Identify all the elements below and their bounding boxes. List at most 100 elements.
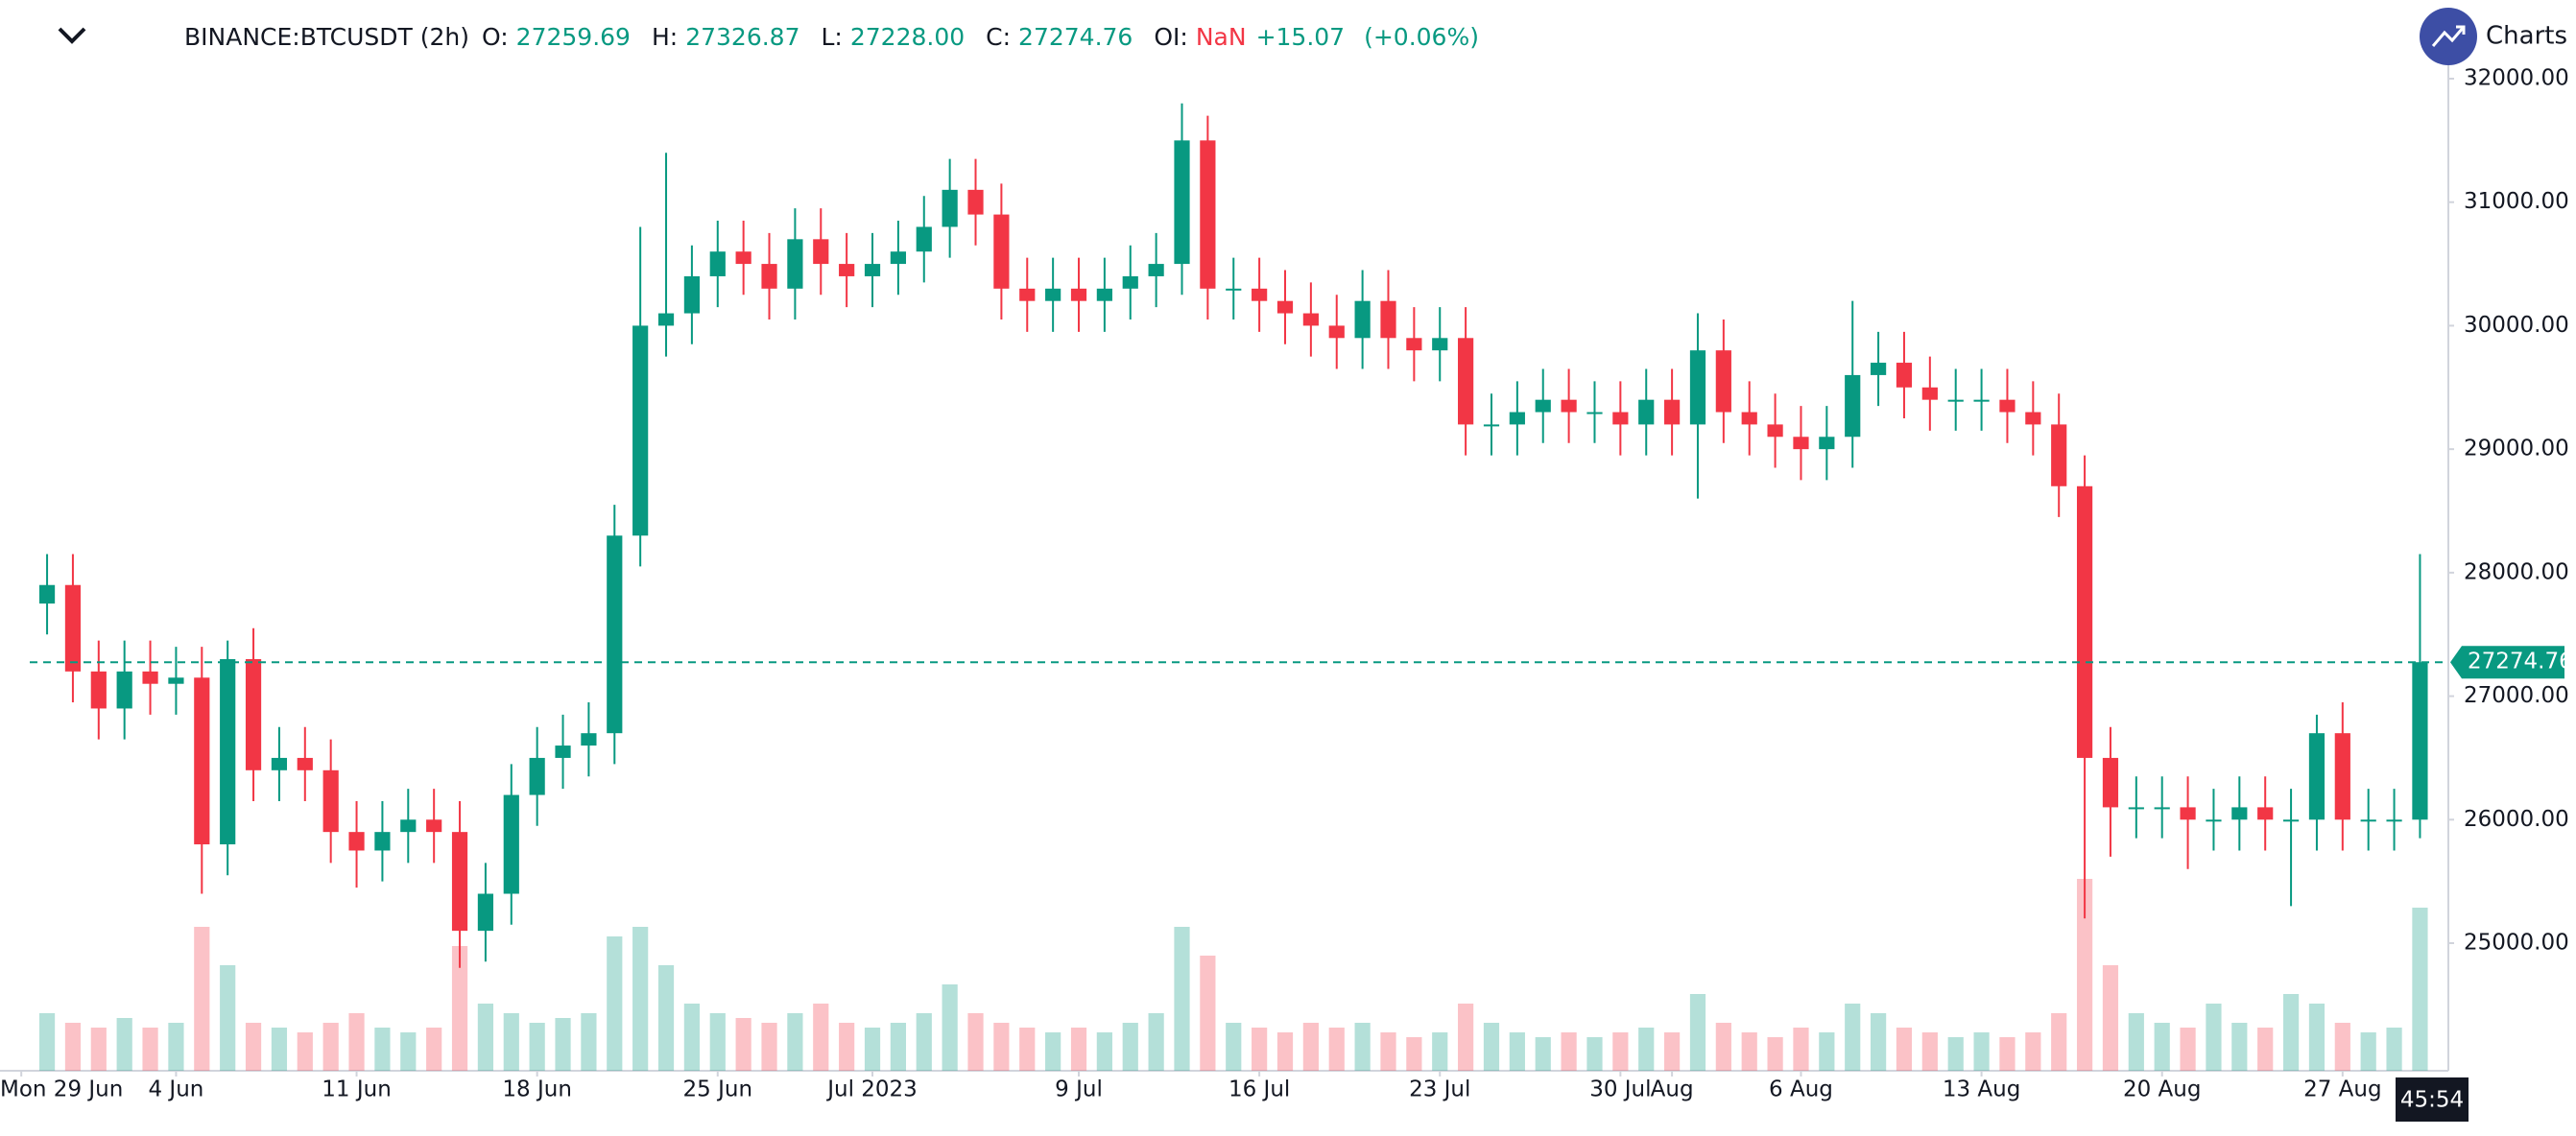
countdown-box (2396, 1077, 2469, 1122)
candle-body (1767, 424, 1783, 438)
volume-bar (503, 1013, 519, 1071)
candle-body (426, 819, 442, 833)
candle-body (657, 313, 675, 326)
legend-value: 27228.00 (850, 23, 965, 51)
volume-bar (1070, 1028, 1087, 1071)
volume-bar (1226, 1023, 1242, 1071)
candle-body (503, 794, 519, 894)
candle-body (787, 239, 803, 289)
x-tick-label: 23 Jul (1409, 1077, 1470, 1102)
candle-body (1870, 363, 1887, 375)
candle-body (1689, 350, 1706, 425)
candle-body (322, 769, 339, 833)
y-tick-label: 29000.00 (2464, 437, 2569, 462)
x-tick-label: 13 Aug (1943, 1077, 2021, 1102)
candle-body (2386, 819, 2402, 822)
volume-bar (864, 1028, 881, 1071)
volume-bar (1174, 927, 1190, 1071)
candle-body (1226, 288, 1242, 291)
volume-bar (1793, 1028, 1809, 1071)
volume-bar (813, 1004, 829, 1071)
volume-bar (245, 1023, 262, 1071)
charts-button-text[interactable]: Charts (2486, 22, 2567, 51)
x-tick-label: Aug (1651, 1077, 1694, 1102)
x-tick-label: 9 Jul (1055, 1077, 1103, 1102)
volume-bar (657, 965, 675, 1071)
volume-bar (451, 946, 468, 1071)
legend-value: 27274.76 (1018, 23, 1133, 51)
candle-body (1947, 399, 1964, 402)
volume-bar (2308, 1004, 2326, 1071)
candle-body (1561, 399, 1577, 413)
x-tick-label: 18 Jun (502, 1077, 572, 1102)
candle-body (1045, 288, 1061, 301)
candle-body (1406, 338, 1422, 351)
volume-bar (1276, 1032, 1294, 1071)
candle-body (451, 832, 468, 932)
volume-bar (709, 1013, 726, 1071)
candle-body (993, 214, 1010, 289)
candle-body (2051, 424, 2067, 486)
candle-body (1638, 399, 1655, 425)
candle-body (1535, 399, 1551, 413)
candle-body (1793, 437, 1809, 450)
volume-layer (38, 879, 2428, 1071)
candle-body (735, 251, 751, 265)
candle-body (1845, 374, 1861, 438)
volume-bar (1328, 1028, 1345, 1071)
candle-body (839, 264, 855, 276)
legend-value: 27259.69 (516, 23, 631, 51)
axes: 25000.00 26000.00 27000.00 28000.00 29000.00… (0, 66, 2573, 1122)
volume-bar (90, 1028, 107, 1071)
volume-bar (890, 1023, 906, 1071)
volume-bar (787, 1013, 803, 1071)
collapse-chevron[interactable] (58, 27, 86, 44)
volume-bar (142, 1028, 158, 1071)
volume-bar (1432, 1032, 1448, 1071)
candle-body (632, 325, 649, 536)
volume-bar (1845, 1004, 1861, 1071)
legend-key: O: (482, 23, 509, 51)
candle-body (2206, 819, 2222, 822)
legend-value: 27326.87 (685, 23, 799, 51)
candle-body (1096, 288, 1112, 301)
x-tick-label: Mon 29 Jun (0, 1077, 123, 1102)
legend-key: C: (986, 23, 1011, 51)
charts-icon-arrow (2431, 25, 2466, 47)
candle-body (1586, 412, 1603, 414)
x-tick-label: 25 Jun (683, 1077, 753, 1102)
candle-body (709, 251, 726, 276)
candle-body (168, 677, 184, 684)
volume-bar (1535, 1037, 1551, 1071)
candle-body (194, 677, 210, 845)
volume-bar (1921, 1032, 1938, 1071)
change-value: +15.07 (1256, 23, 1346, 51)
candle-body (967, 189, 984, 215)
volume-bar (2206, 1004, 2222, 1071)
y-tick-label: 28000.00 (2464, 559, 2569, 584)
volume-bar (735, 1018, 751, 1071)
volume-bar (297, 1032, 313, 1071)
volume-bar (1715, 1023, 1731, 1071)
volume-bar (1045, 1032, 1061, 1071)
volume-bar (220, 965, 236, 1071)
volume-bar (1973, 1032, 1990, 1071)
volume-bar (64, 1023, 82, 1071)
volume-bar (322, 1023, 339, 1071)
volume-bar (1122, 1023, 1138, 1071)
candle-body (1483, 424, 1500, 427)
legend-value: NaN (1196, 23, 1247, 51)
volume-bar (1689, 994, 1706, 1071)
volume-bar (683, 1004, 701, 1071)
candle-body (1070, 288, 1087, 301)
x-tick-label: 27 Aug (2303, 1077, 2382, 1102)
candle-body (1432, 338, 1448, 351)
candle-body (1019, 288, 1036, 301)
candle-body (2102, 757, 2119, 808)
candle-body (1999, 399, 2015, 413)
volume-bar (1561, 1032, 1577, 1071)
candle-body (374, 832, 391, 851)
candle-body (1328, 325, 1345, 339)
